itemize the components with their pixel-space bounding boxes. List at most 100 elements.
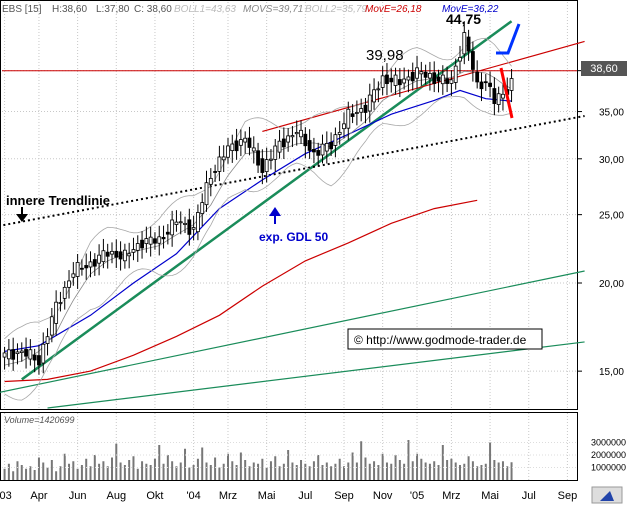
candle-body (281, 138, 286, 148)
x-tick-label: Mrz (219, 490, 237, 502)
candle-body (406, 76, 411, 81)
candle-body (337, 131, 342, 135)
candle-body (363, 104, 368, 113)
candle-body (488, 82, 492, 87)
scenario-down-arrow (499, 67, 514, 119)
candle-body (269, 158, 273, 161)
candle-body (256, 150, 260, 166)
candle-body (114, 250, 119, 258)
candle-body (247, 137, 252, 148)
candle-body (294, 132, 299, 135)
price-tag (581, 61, 627, 76)
candle-body (208, 177, 213, 185)
candle-body (92, 259, 97, 267)
candle-body (80, 267, 84, 270)
arrow-down-icon (16, 207, 28, 222)
candle-body (324, 143, 329, 152)
candle-body (462, 32, 467, 55)
candle-body (475, 71, 480, 83)
candle-body (251, 147, 256, 152)
x-tick-label: Sep (334, 490, 354, 502)
header-move-red: MovE=26,18 (365, 4, 422, 15)
candle-body (165, 231, 170, 235)
annotation-gdl: exp. GDL 50 (259, 230, 328, 244)
boll2-line (4, 95, 512, 401)
candle-body (196, 212, 200, 233)
candle-body (277, 140, 282, 153)
candle-body (380, 75, 385, 88)
candle-body (144, 238, 149, 245)
candle-body (170, 219, 175, 236)
candle-body (135, 243, 140, 251)
candle-body (354, 112, 359, 114)
header-close: C: 38,60 (134, 4, 172, 15)
candle-body (432, 72, 437, 84)
candle-body (410, 71, 415, 82)
candle-body (2, 352, 7, 358)
annotation-trendline: innere Trendlinie (6, 193, 110, 208)
candle-body (88, 261, 93, 268)
boll1-line (4, 37, 512, 339)
candle-body (187, 219, 192, 235)
candle-body (449, 79, 454, 84)
header-ticker: EBS [15] (2, 4, 42, 15)
candle-body (110, 250, 114, 255)
candle-body (217, 156, 222, 172)
candle-body (415, 67, 419, 79)
x-tick-label: Jun (69, 490, 87, 502)
candle-body (84, 265, 89, 269)
candle-body (273, 145, 278, 160)
candle-body (28, 349, 33, 360)
candle-body (307, 140, 312, 151)
candle-body (19, 350, 24, 353)
candle-body (32, 354, 37, 361)
candle-body (204, 182, 209, 206)
candle-body (105, 251, 110, 257)
header-high: H:38,60 (52, 4, 87, 15)
candle-body (320, 143, 325, 156)
header-low: L:37,80 (96, 4, 130, 15)
move-blue-line (4, 89, 512, 352)
annotation-peak: 44,75 (446, 11, 481, 27)
header-boll2: BOLL2=35,79 (305, 4, 367, 15)
candle-body (127, 253, 132, 257)
candle-body (376, 88, 381, 91)
candle-body (41, 343, 46, 364)
candle-body (157, 236, 162, 244)
candle-body (286, 135, 291, 143)
price-tag-value: 38,60 (590, 63, 618, 75)
candle-body (458, 57, 462, 62)
scenario-up-arrow (496, 23, 521, 55)
candle-body (131, 249, 136, 253)
candle-body (24, 349, 28, 357)
candle-body (140, 239, 144, 249)
candle-body (97, 254, 101, 264)
y-axis-area (578, 0, 629, 505)
header-movs: MOVS=39,71 (243, 4, 303, 15)
candle-body (264, 159, 269, 173)
candle-body (238, 139, 243, 146)
volume-label: Volume=1420699 (4, 415, 74, 425)
candle-body (178, 221, 183, 224)
candle-body (75, 262, 80, 277)
candle-body (470, 51, 475, 70)
candle-body (62, 286, 67, 299)
candle-body (419, 71, 424, 75)
candle-body (312, 149, 316, 153)
volume-tick-label: 2000000 (591, 450, 626, 460)
x-tick-label: '03 (0, 490, 12, 502)
header-boll1: BOLL1=43,63 (174, 4, 236, 15)
x-tick-label: Sep (558, 490, 578, 502)
candle-body (11, 349, 16, 360)
candle-body (299, 129, 303, 138)
candle-body (436, 76, 441, 82)
y-tick-label: 30,00 (599, 155, 624, 166)
candle-body (445, 78, 450, 84)
candle-body (153, 238, 157, 244)
y-tick-label: 35,00 (599, 108, 624, 119)
trendline-channel-red (262, 40, 585, 133)
candle-body (316, 150, 321, 156)
candle-body (15, 351, 20, 355)
candle-body (496, 93, 501, 105)
